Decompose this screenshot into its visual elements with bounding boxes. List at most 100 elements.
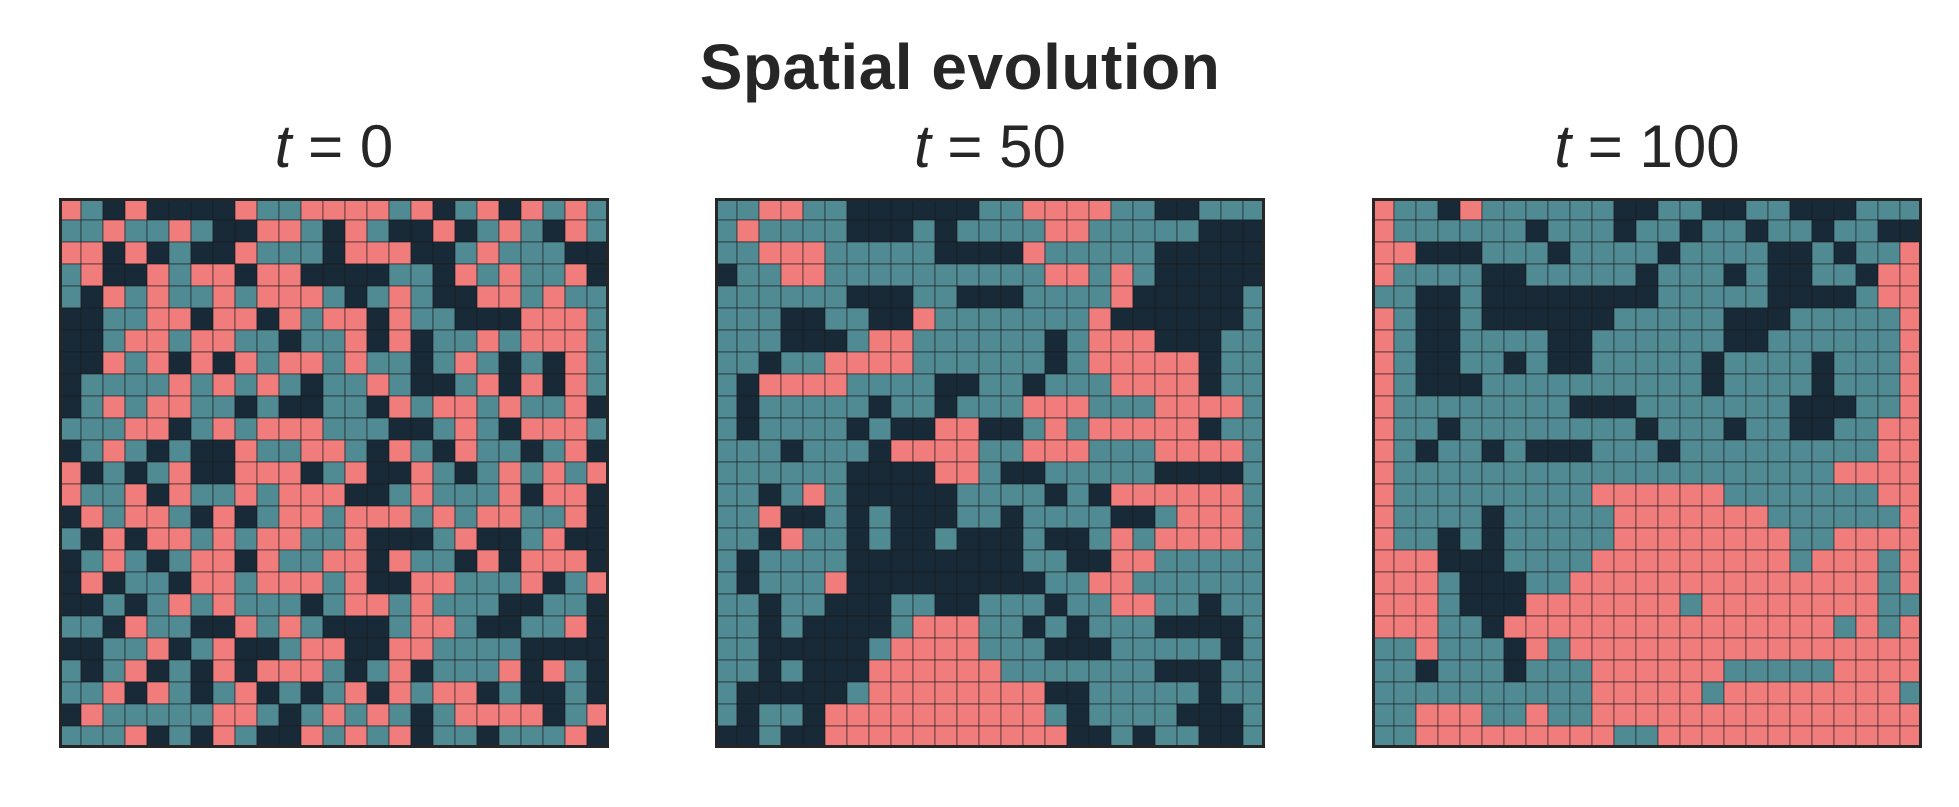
heatmap-cell — [1723, 439, 1747, 463]
heatmap-cell — [978, 549, 1002, 573]
heatmap-cell — [1000, 593, 1024, 617]
heatmap-cell — [212, 637, 236, 661]
heatmap-cell — [1132, 219, 1156, 243]
heatmap-cell — [824, 681, 848, 705]
heatmap-cell — [934, 659, 958, 683]
heatmap-cell — [234, 198, 258, 221]
heatmap-cell — [1855, 395, 1879, 419]
heatmap-cell — [912, 637, 936, 661]
heatmap-cell — [758, 637, 782, 661]
heatmap-cell — [1220, 263, 1244, 287]
heatmap-cell — [736, 241, 760, 265]
heatmap-cell — [520, 571, 544, 595]
heatmap-cell — [1393, 615, 1417, 639]
heatmap-cell — [190, 417, 214, 441]
heatmap-cell — [586, 198, 609, 221]
heatmap-cell — [1481, 703, 1505, 727]
heatmap-cell — [912, 329, 936, 353]
heatmap-cell — [1899, 593, 1922, 617]
heatmap-cell — [410, 241, 434, 265]
heatmap-cell — [1525, 483, 1549, 507]
heatmap-cell — [586, 527, 609, 551]
heatmap-cell — [890, 637, 914, 661]
heatmap-cell — [978, 571, 1002, 595]
heatmap-cell — [1679, 725, 1703, 748]
heatmap-cell — [736, 681, 760, 705]
heatmap-cell — [1044, 505, 1068, 529]
heatmap-cell — [586, 351, 609, 375]
heatmap-cell — [234, 505, 258, 529]
heatmap-cell — [1437, 307, 1461, 331]
heatmap-cell — [1132, 549, 1156, 573]
heatmap-cell — [1767, 725, 1791, 748]
heatmap-cell — [476, 351, 500, 375]
heatmap-cell — [1198, 483, 1222, 507]
heatmap-cell — [1613, 593, 1637, 617]
heatmap-cell — [1459, 219, 1483, 243]
heatmap-cell — [564, 263, 588, 287]
heatmap-cell — [278, 351, 302, 375]
heatmap-cell — [102, 395, 126, 419]
heatmap-cell — [454, 285, 478, 309]
heatmap-cell — [934, 571, 958, 595]
heatmap-cell — [1833, 395, 1857, 419]
heatmap-cell — [912, 241, 936, 265]
heatmap-cell — [1547, 417, 1571, 441]
heatmap-cell — [1525, 461, 1549, 485]
heatmap-cell — [542, 681, 566, 705]
heatmap-cell — [934, 593, 958, 617]
heatmap-cell — [1022, 593, 1046, 617]
heatmap-cell — [802, 593, 826, 617]
heatmap-cell — [1789, 703, 1813, 727]
heatmap-cell — [168, 351, 192, 375]
heatmap-cell — [1613, 615, 1637, 639]
heatmap-cell — [1393, 571, 1417, 595]
heatmap-cell — [1000, 527, 1024, 551]
heatmap-cell — [715, 307, 738, 331]
heatmap-cell — [1198, 417, 1222, 441]
heatmap-cell — [322, 351, 346, 375]
heatmap-cell — [366, 637, 390, 661]
heatmap-cell — [1088, 505, 1112, 529]
heatmap-cell — [715, 417, 738, 441]
heatmap-cell — [1811, 439, 1835, 463]
heatmap-cell — [1503, 505, 1527, 529]
heatmap-cell — [1088, 659, 1112, 683]
heatmap-cell — [758, 659, 782, 683]
heatmap-cell — [366, 329, 390, 353]
heatmap-cell — [80, 307, 104, 331]
heatmap-cell — [1899, 373, 1922, 397]
heatmap-cell — [410, 549, 434, 573]
heatmap-cell — [802, 307, 826, 331]
heatmap-cell — [1591, 703, 1615, 727]
heatmap-cell — [564, 417, 588, 441]
heatmap-cell — [1459, 417, 1483, 441]
heatmap-cell — [1459, 307, 1483, 331]
heatmap-cell — [1176, 659, 1200, 683]
heatmap-cell — [1525, 351, 1549, 375]
heatmap-cell — [1855, 241, 1879, 265]
heatmap-cell — [190, 329, 214, 353]
heatmap-cell — [736, 659, 760, 683]
panel-title-t0: t = 0 — [59, 112, 609, 181]
heatmap-cell — [388, 307, 412, 331]
panel-title-value: = 0 — [291, 113, 394, 180]
heatmap-cell — [736, 307, 760, 331]
heatmap-cell — [736, 483, 760, 507]
heatmap-cell — [890, 461, 914, 485]
heatmap-cell — [1569, 373, 1593, 397]
heatmap-cell — [715, 505, 738, 529]
heatmap-cell — [1723, 725, 1747, 748]
heatmap-cell — [1393, 703, 1417, 727]
heatmap-cell — [1833, 593, 1857, 617]
heatmap-cell — [1000, 505, 1024, 529]
heatmap-cell — [1393, 351, 1417, 375]
heatmap-cell — [1044, 615, 1068, 639]
heatmap-cell — [520, 329, 544, 353]
heatmap-cell — [212, 219, 236, 243]
heatmap-cell — [956, 395, 980, 419]
heatmap-cell — [1000, 461, 1024, 485]
heatmap-cell — [1723, 527, 1747, 551]
heatmap-cell — [1176, 527, 1200, 551]
heatmap-cell — [868, 395, 892, 419]
